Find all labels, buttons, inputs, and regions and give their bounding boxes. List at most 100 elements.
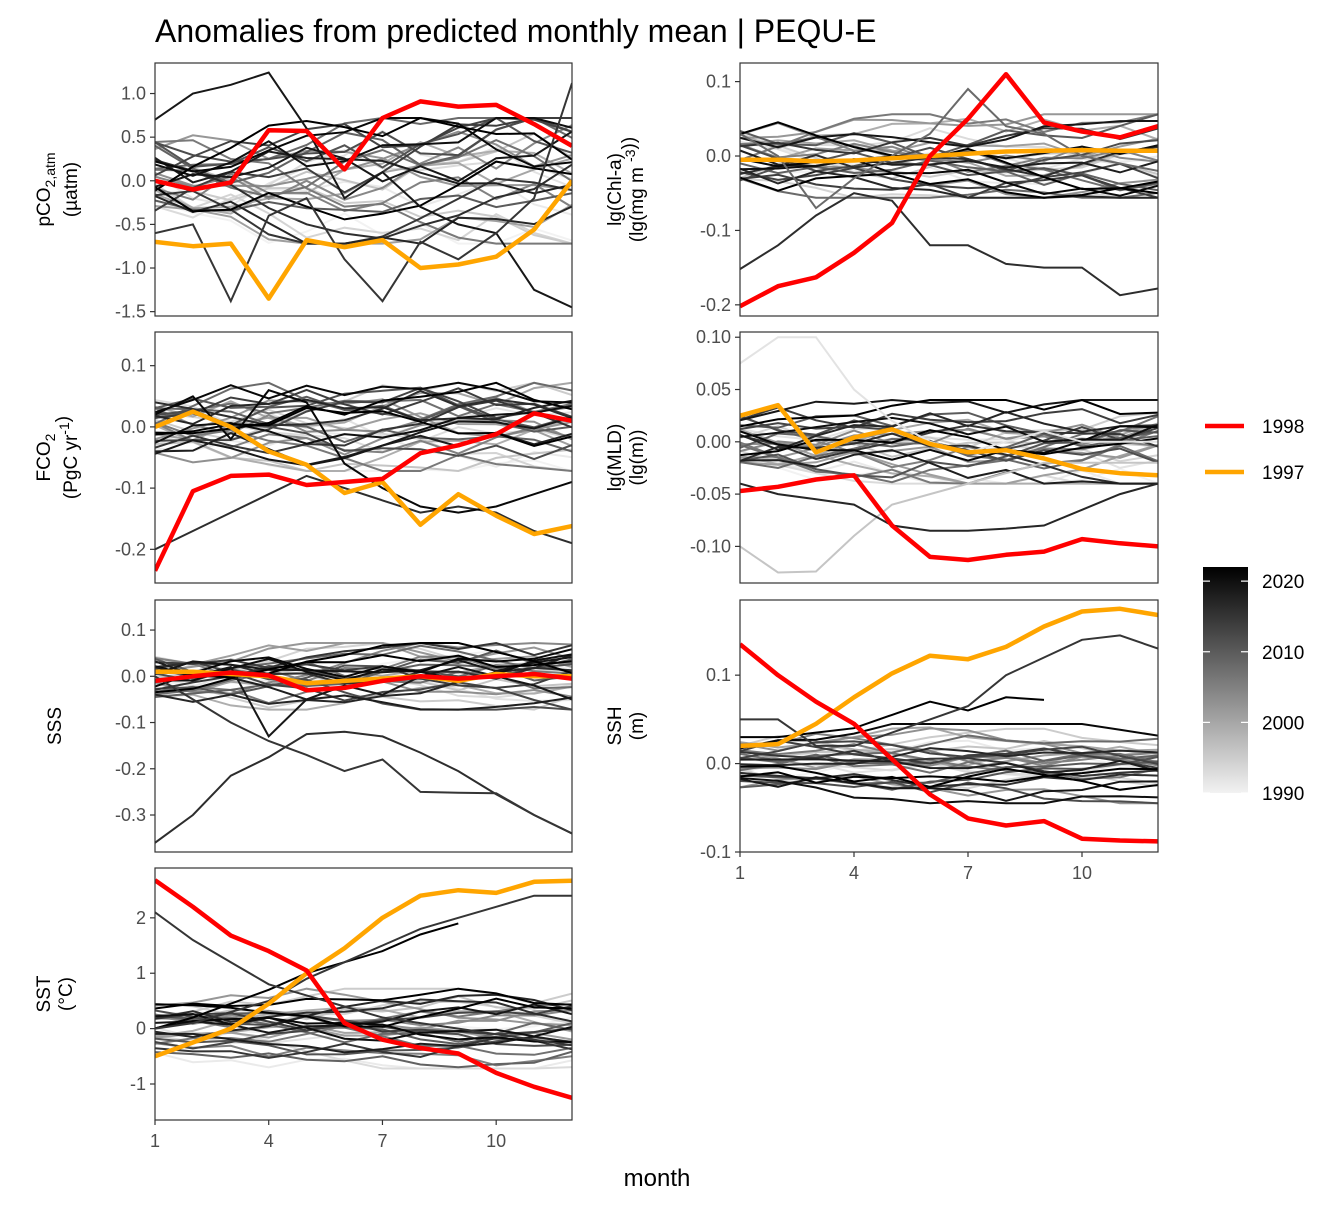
year-line-2022 [740, 172, 1158, 199]
panel-lines [155, 641, 572, 844]
y-tick-label: 0.0 [706, 146, 731, 166]
x-tick-label: 10 [486, 1131, 506, 1151]
panel-frame [154, 867, 573, 1121]
series-line-1998 [740, 642, 1158, 844]
colorbar-label: 1990 [1262, 784, 1304, 805]
year-line-2015 [155, 82, 572, 304]
year-line-2021 [740, 723, 1158, 750]
y-axis-label: SSS [45, 707, 66, 745]
year-line-2019 [740, 398, 1158, 422]
y-axis-label: lg(Chl-a)(lg(mg m -3)) [605, 137, 648, 242]
y-tick-label: 0.0 [121, 666, 146, 686]
y-tick-label: 0.1 [706, 72, 731, 92]
year-line-2009 [155, 1050, 572, 1069]
year-line-2019 [740, 776, 1158, 802]
x-tick-label: 4 [264, 1131, 274, 1151]
y-axis-label: pCO2,atm (µatm) [34, 152, 82, 226]
year-line-2020 [155, 1012, 572, 1042]
year-line-2016 [740, 192, 1158, 297]
year-line-2001 [155, 412, 572, 447]
y-tick-label: 0.1 [706, 665, 731, 685]
year-line-2016 [155, 730, 572, 844]
x-tick-label: 7 [963, 863, 973, 883]
year-line-2021 [155, 381, 572, 414]
year-line-2019 [155, 71, 572, 309]
panel-chl: -0.2 -0.1 0.0 0.1 lg(Chl-a)(lg(mg m -3)) [605, 62, 1159, 317]
year-line-2021 [155, 389, 572, 514]
series-line-1997 [155, 878, 572, 1059]
y-tick-label: 0.05 [696, 380, 731, 400]
panel-sss: -0.3 -0.2 -0.1 0.0 0.1 SSS [45, 599, 573, 853]
series-line-1997 [740, 147, 1158, 164]
year-line-2014 [155, 117, 572, 212]
year-line-2008 [740, 177, 1158, 199]
year-line-2014 [155, 387, 572, 419]
year-line-2013 [740, 740, 1158, 765]
year-line-1996 [740, 461, 1158, 574]
panel-frame [739, 599, 1159, 853]
year-line-2023 [155, 116, 572, 192]
series-line-1998 [155, 99, 572, 192]
y-tick-label: 0.1 [121, 356, 146, 376]
year-line-2017 [155, 195, 572, 245]
year-line-2020 [155, 653, 572, 682]
year-line-2017 [740, 482, 1158, 532]
panel-frame [154, 599, 573, 853]
y-tick-label: 0.5 [121, 127, 146, 147]
y-tick-label: -0.5 [115, 214, 146, 234]
y-tick-label: -0.1 [115, 478, 146, 498]
y-tick-label: 0.10 [696, 327, 731, 347]
year-line-2022 [155, 160, 572, 221]
colorbar-ticks: 1990 2000 2010 2020 [1203, 572, 1304, 805]
panel-lines [155, 878, 572, 1100]
year-line-1994 [155, 183, 572, 245]
panel-lines [740, 71, 1158, 309]
year-line-2017 [740, 167, 1158, 199]
year-line-2010 [740, 113, 1158, 159]
year-line-2015 [740, 634, 1158, 747]
year-line-2016 [740, 145, 1158, 178]
year-line-2018 [740, 758, 1158, 774]
y-tick-label: 0.0 [121, 417, 146, 437]
x-axis-label: month [624, 1165, 691, 1192]
year-line-2023 [740, 398, 1158, 428]
x-tick-label: 7 [377, 1131, 387, 1151]
y-tick-label: 0.00 [696, 432, 731, 452]
panel-lines [155, 71, 572, 309]
year-line-2011 [155, 1036, 572, 1056]
series-line-1998 [155, 670, 572, 693]
series-line-1998 [155, 878, 572, 1100]
panel-frame [154, 331, 573, 584]
series-line-1997 [155, 179, 572, 301]
y-tick-label: 0.1 [121, 620, 146, 640]
year-line-2014 [740, 173, 1158, 199]
legend-label-1997: 1997 [1262, 463, 1304, 484]
panel-fco2: -0.2 -0.1 0.0 0.1 FCO2(PgC yr-1) [34, 331, 573, 584]
x-tick-label: 1 [150, 1131, 160, 1151]
series-line-1997 [740, 606, 1158, 749]
y-tick-label: -0.1 [700, 842, 731, 862]
year-line-2016 [155, 389, 572, 427]
year-line-2019 [155, 130, 572, 188]
series-line-1998 [155, 411, 572, 572]
year-line-2018 [740, 449, 1158, 485]
x-tick-label: 1 [735, 863, 745, 883]
y-axis-label: SST(°C) [34, 975, 77, 1012]
year-line-2019 [740, 120, 1158, 149]
year-line-2015 [155, 675, 572, 835]
year-line-2015 [740, 749, 1158, 778]
y-tick-label: -0.1 [115, 713, 146, 733]
year-line-2009 [155, 117, 572, 184]
y-tick-label: -1 [130, 1074, 146, 1094]
y-tick-label: -1.0 [115, 258, 146, 278]
y-tick-label: -0.2 [115, 759, 146, 779]
legend: 1998 1997 1990 2000 2010 2020 [1203, 417, 1304, 805]
year-line-2021 [740, 425, 1158, 462]
year-line-2021 [155, 1016, 572, 1043]
panel-sst: -1 0 1 2 1 4 7 10 SST(°C) [34, 867, 573, 1151]
year-line-2001 [740, 443, 1158, 485]
year-line-2023 [740, 696, 1045, 739]
y-tick-label: -0.2 [115, 539, 146, 559]
